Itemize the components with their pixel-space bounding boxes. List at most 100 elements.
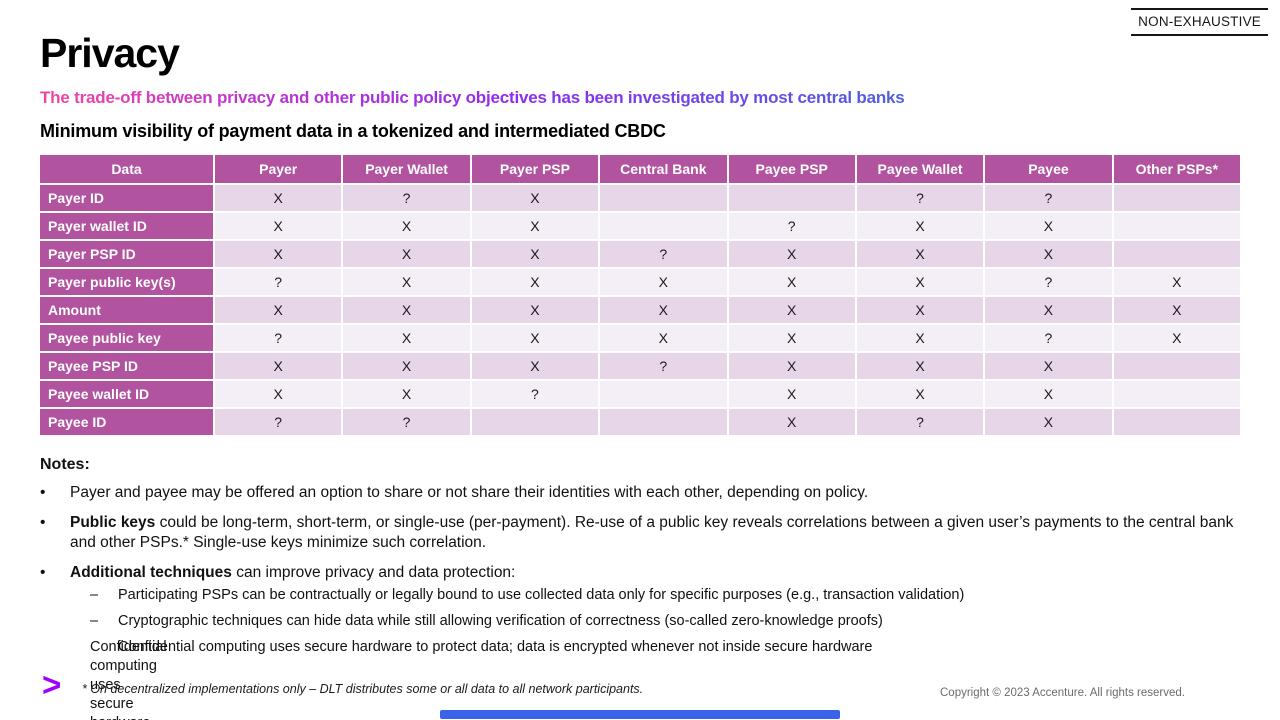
visibility-cell: X: [471, 297, 599, 323]
sub-bullet-1: – Participating PSPs can be contractuall…: [90, 586, 1245, 605]
visibility-cell: [471, 409, 599, 435]
note-bullet-1: • Payer and payee may be offered an opti…: [40, 483, 1245, 504]
visibility-cell: X: [471, 325, 599, 351]
visibility-cell: ?: [215, 409, 342, 435]
table-row: Amount X X X X X X X X: [40, 297, 1240, 323]
visibility-cell: X: [856, 353, 984, 379]
note-bullet-3: • Additional techniques can improve priv…: [40, 563, 1245, 584]
table-row: Payee ID?? X? X: [40, 409, 1240, 435]
visibility-cell: X: [856, 381, 984, 407]
row-label: Payee public key: [40, 325, 213, 351]
row-label: Payer wallet ID: [40, 213, 213, 239]
visibility-cell: X: [343, 241, 470, 267]
visibility-cell: X: [1113, 269, 1240, 295]
column-header-payer-wallet: Payer Wallet: [343, 155, 470, 183]
visibility-cell: X: [600, 269, 727, 295]
row-label: Payer ID: [40, 185, 213, 211]
sub-bullet-text: Confidential computing uses secure hardw…: [118, 639, 873, 656]
table-row: Payee public key? X X X X X? X: [40, 325, 1240, 351]
visibility-cell: [1113, 353, 1240, 379]
notes-heading: Notes:: [40, 456, 90, 473]
visibility-cell: X: [343, 297, 470, 323]
column-header-payer: Payer: [215, 155, 342, 183]
table-row: Payer wallet ID X X X? X X: [40, 213, 1240, 239]
table-header: Data Payer Payer Wallet Payer PSP Central Ba…: [40, 155, 1240, 183]
visibility-cell: ?: [985, 185, 1112, 211]
visibility-cell: X: [728, 409, 855, 435]
visibility-cell: ?: [343, 409, 470, 435]
visibility-cell: [1113, 409, 1240, 435]
sub-bullet-text: Cryptographic techniques can hide data w…: [118, 613, 883, 630]
visibility-cell: [1113, 213, 1240, 239]
visibility-cell: X: [215, 297, 342, 323]
sub-bullet-list: – Participating PSPs can be contractuall…: [90, 586, 1245, 720]
note-text: can improve privacy and data protection:: [231, 563, 516, 581]
visibility-cell: ?: [343, 185, 470, 211]
sub-bullet-3: Confidential computing uses secure hardw…: [90, 638, 1245, 720]
copyright: Copyright © 2023 Accenture. All rights r…: [940, 687, 1185, 699]
visibility-cell: X: [215, 381, 342, 407]
table-row: Payee PSP ID X X X? X X X: [40, 353, 1240, 379]
dash-icon: –: [90, 613, 99, 630]
visibility-cell: [600, 381, 727, 407]
dash-icon: Confidential computing uses secure hardw…: [90, 639, 167, 720]
visibility-cell: [600, 185, 727, 211]
note-bold-lead: Public keys: [70, 513, 156, 531]
visibility-cell: X: [985, 213, 1112, 239]
visibility-cell: ?: [215, 269, 342, 295]
visibility-cell: X: [600, 325, 727, 351]
visibility-cell: X: [600, 297, 727, 323]
note-bullet-2: • Public keys could be long-term, short-…: [40, 513, 1245, 554]
bottom-blue-bar: [440, 710, 840, 719]
visibility-cell: X: [985, 381, 1112, 407]
visibility-cell: ?: [471, 381, 599, 407]
visibility-cell: X: [343, 213, 470, 239]
visibility-cell: X: [215, 241, 342, 267]
visibility-cell: X: [728, 381, 855, 407]
table-row: Payer ID X? X??: [40, 185, 1240, 211]
visibility-cell: X: [728, 325, 855, 351]
visibility-cell: X: [215, 185, 342, 211]
footnote: * On decentralized implementations only …: [82, 682, 644, 696]
visibility-cell: X: [343, 269, 470, 295]
visibility-cell: X: [728, 353, 855, 379]
visibility-cell: ?: [985, 269, 1112, 295]
page-title: Privacy: [40, 30, 180, 76]
bullet-icon: •: [40, 484, 46, 501]
visibility-cell: X: [1113, 325, 1240, 351]
visibility-cell: ?: [728, 213, 855, 239]
visibility-cell: X: [856, 213, 984, 239]
visibility-cell: X: [471, 353, 599, 379]
visibility-cell: [1113, 241, 1240, 267]
sub-bullet-2: – Cryptographic techniques can hide data…: [90, 612, 1245, 631]
visibility-cell: X: [728, 297, 855, 323]
column-header-other-psps-: Other PSPs*: [1113, 155, 1240, 183]
row-label: Payee ID: [40, 409, 213, 435]
dash-icon: –: [90, 587, 99, 604]
visibility-cell: X: [856, 269, 984, 295]
visibility-cell: X: [215, 213, 342, 239]
visibility-cell: X: [343, 381, 470, 407]
visibility-cell: X: [343, 325, 470, 351]
visibility-cell: ?: [856, 409, 984, 435]
table-body: Payer ID X? X?? Payer wallet ID X X X? X X Payer …: [40, 185, 1240, 435]
sub-bullet-text: Participating PSPs can be contractually …: [118, 587, 965, 604]
column-header-payee-wallet: Payee Wallet: [856, 155, 984, 183]
visibility-cell: ?: [600, 353, 727, 379]
visibility-cell: ?: [856, 185, 984, 211]
row-label: Payee wallet ID: [40, 381, 213, 407]
table-row: Payer public key(s)? X X X X X? X: [40, 269, 1240, 295]
visibility-cell: X: [471, 213, 599, 239]
visibility-cell: ?: [600, 241, 727, 267]
visibility-cell: ?: [215, 325, 342, 351]
visibility-cell: [600, 213, 727, 239]
column-header-payer-psp: Payer PSP: [471, 155, 599, 183]
visibility-cell: X: [471, 185, 599, 211]
visibility-cell: X: [856, 241, 984, 267]
bullet-icon: •: [40, 513, 46, 531]
visibility-cell: [600, 409, 727, 435]
visibility-cell: X: [471, 269, 599, 295]
visibility-cell: X: [856, 297, 984, 323]
visibility-cell: ?: [985, 325, 1112, 351]
